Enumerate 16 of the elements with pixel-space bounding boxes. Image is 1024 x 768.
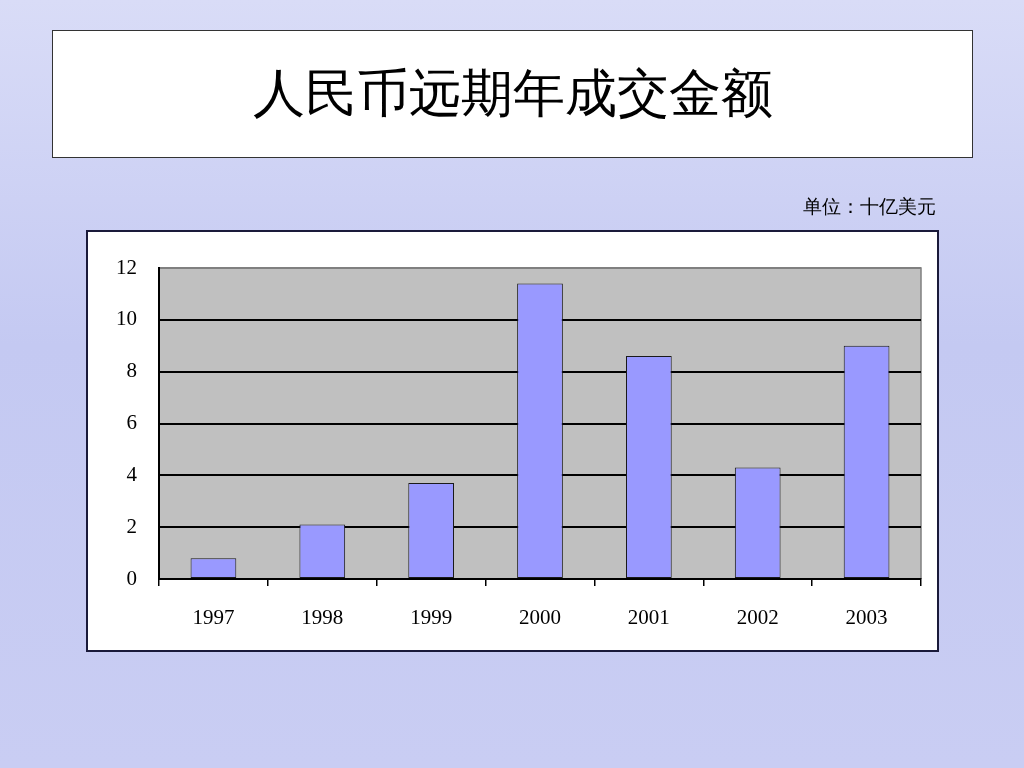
x-tick-label: 2002 [736, 605, 779, 630]
y-tick-label: 12 [116, 254, 137, 279]
y-tick-label: 0 [126, 565, 137, 590]
y-tick-label: 6 [126, 410, 137, 435]
y-tick-label: 4 [126, 461, 138, 486]
x-tick-label: 2003 [845, 605, 888, 630]
x-tick-label: 1999 [410, 605, 453, 630]
x-tick-label: 2000 [519, 605, 561, 630]
chart-title: 人民币远期年成交金额 [252, 64, 773, 124]
y-tick-label: 8 [126, 358, 137, 383]
y-tick-label: 2 [126, 513, 137, 538]
x-tick-label: 1997 [192, 605, 235, 630]
x-tick-label: 2001 [627, 605, 670, 630]
x-tick-label: 1998 [301, 605, 344, 630]
y-tick-label: 10 [116, 306, 137, 331]
text: 单位：十亿美元 [803, 194, 936, 219]
